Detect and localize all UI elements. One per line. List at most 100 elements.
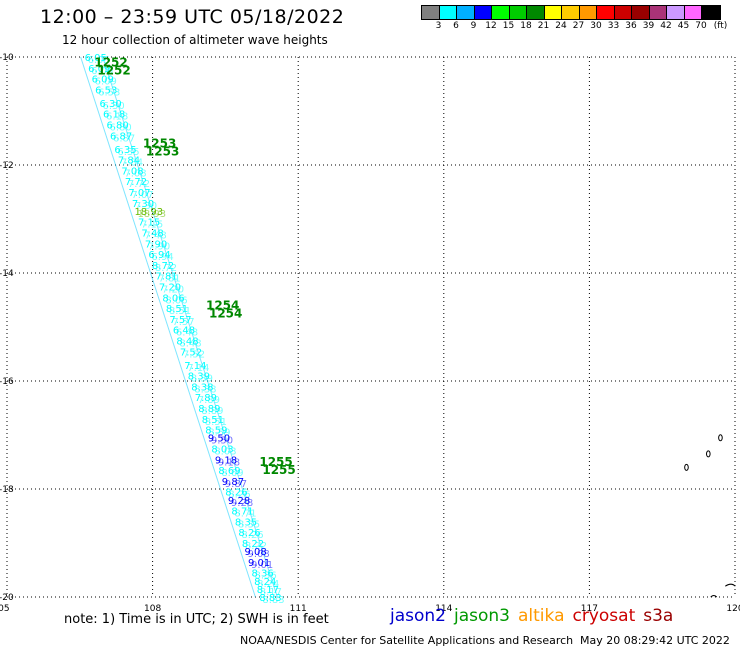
wave-height-value: 8.26 — [238, 528, 260, 539]
generated-timestamp: May 20 08:29:42 UTC 2022 — [580, 634, 730, 647]
wave-height-value: 9.08 — [245, 547, 267, 558]
latitude-label: -14 — [0, 269, 14, 279]
legend-swatch — [649, 6, 667, 19]
legend-tick-label: 21 — [537, 21, 550, 31]
legend-tick-label: 33 — [607, 21, 620, 31]
wave-height-value: 6.87 — [110, 131, 132, 142]
pass-number-label-shadow: 1252 — [97, 63, 130, 77]
longitude-label: 111 — [290, 604, 307, 614]
map-subtitle: 12 hour collection of altimeter wave hei… — [62, 33, 328, 47]
wave-height-value: 6.80 — [106, 121, 128, 132]
wave-height-value: 9.87 — [222, 477, 244, 488]
wave-height-value-shadow: 6.87 — [113, 133, 135, 144]
wave-height-value-shadow: 8.51 — [205, 417, 227, 428]
footer-note: note: 1) Time is in UTC; 2) SWH is in fe… — [64, 612, 329, 627]
wave-height-value: 6.94 — [148, 250, 170, 261]
wave-height-value: 7.72 — [125, 177, 147, 188]
satellite-name-s3a: s3a — [643, 606, 674, 626]
longitude-label: 105 — [0, 604, 10, 614]
latitude-label: -12 — [0, 161, 14, 171]
wave-height-value-shadow: 8.72 — [155, 263, 177, 274]
wave-height-value: 8.26 — [225, 488, 247, 499]
credit-text: NOAA/NESDIS Center for Satellite Applica… — [240, 634, 574, 647]
legend-tick-label: 24 — [555, 21, 567, 31]
wave-height-value: 7.84 — [118, 156, 140, 167]
pass-number-label: 1253 — [143, 136, 176, 150]
pass-number-label-shadow: 1255 — [262, 463, 295, 477]
wave-height-value: 6.09 — [92, 75, 114, 86]
legend-swatch — [492, 6, 510, 19]
wave-height-value-shadow: 7.89 — [198, 395, 220, 406]
wave-height-value-shadow: 18.93 — [137, 209, 166, 220]
wave-height-value: 8.35 — [235, 517, 257, 528]
island-outline — [718, 434, 723, 442]
wave-height-value: 6.48 — [173, 326, 195, 337]
legend-swatch — [544, 6, 562, 19]
wave-height-value-shadow: 6.30 — [103, 101, 125, 112]
wave-height-value: 7.20 — [159, 283, 181, 294]
legend-tick-label: 45 — [677, 21, 690, 31]
satellite-name-cryosat: cryosat — [572, 606, 636, 626]
longitude-label: 120 — [726, 604, 740, 614]
wave-height-value: 6.18 — [103, 110, 125, 121]
wave-height-value: 7.89 — [195, 393, 217, 404]
wave-height-value-shadow: 7.08 — [124, 168, 146, 179]
legend-tick-label: 36 — [625, 21, 637, 31]
wave-height-value-shadow: 7.52 — [183, 349, 205, 360]
wave-height-value: 7.81 — [155, 272, 177, 283]
wave-height-value: 6.05 — [85, 53, 107, 64]
wave-height-value-shadow: 8.39 — [191, 374, 213, 385]
satellite-name-jason3: jason3 — [454, 606, 510, 626]
wave-height-value: 8.83 — [259, 593, 281, 604]
legend-tick-label: 39 — [642, 21, 655, 31]
legend-swatch — [702, 6, 720, 19]
wave-height-value: 7.07 — [128, 188, 150, 199]
wave-height-value: 8.48 — [176, 337, 198, 348]
latitude-label: -10 — [0, 53, 14, 63]
wave-height-value-shadow: 6.80 — [109, 123, 131, 134]
wave-height-value-shadow: 9.08 — [248, 549, 270, 560]
wave-height-value: 9.28 — [228, 496, 250, 507]
wave-height-value: 8.71 — [231, 507, 253, 518]
wave-height-value-shadow: 9.18 — [218, 457, 240, 468]
wave-height-value: 9.18 — [215, 455, 237, 466]
wave-height-value: 6.35 — [114, 145, 136, 156]
wave-height-value-shadow: 7.20 — [162, 285, 184, 296]
wave-height-value-shadow: 6.09 — [91, 66, 113, 77]
wave-height-value-shadow: 8.35 — [238, 519, 260, 530]
wave-height-value: 7.30 — [132, 199, 154, 210]
legend-swatch — [632, 6, 650, 19]
latitude-label: -20 — [0, 593, 14, 603]
wave-height-value: 7.57 — [169, 315, 191, 326]
track-edge — [80, 56, 256, 598]
satellite-name-altika: altika — [518, 606, 565, 626]
wave-height-value-shadow: 6.94 — [151, 252, 173, 263]
legend-tick-labels: 3 6 9 12 15 18 21 24 27 30 33 36 39 42 45 70 (ft) — [421, 20, 728, 34]
wave-height-value: 7.14 — [184, 361, 206, 372]
wave-height-value-shadow: 8.71 — [234, 509, 256, 520]
legend-tick-label: 30 — [590, 21, 602, 31]
legend-swatch — [597, 6, 615, 19]
wave-height-value-shadow: 8.69 — [221, 468, 243, 479]
wave-height-value: 8.24 — [254, 577, 276, 588]
wave-height-value: 8.69 — [218, 466, 240, 477]
pass-number-label: 1255 — [259, 455, 292, 469]
wave-height-value: 8.51 — [166, 304, 188, 315]
wave-height-value: 7.15 — [138, 218, 160, 229]
wave-height-value-shadow: 8.51 — [169, 306, 191, 317]
wave-height-value: 7.08 — [121, 166, 143, 177]
wave-height-value-shadow: 7.90 — [148, 241, 170, 252]
legend-swatch — [579, 6, 597, 19]
legend-tick-label: 15 — [502, 21, 515, 31]
wave-height-value-shadow: 8.59 — [208, 428, 230, 439]
wave-height-value-shadow: 6.18 — [106, 112, 128, 123]
longitude-label: 114 — [435, 604, 452, 614]
longitude-label: 108 — [144, 604, 161, 614]
legend-tick-label: 9 — [470, 21, 477, 31]
wave-height-value: 8.06 — [162, 293, 184, 304]
wave-height-value: 8.22 — [242, 539, 264, 550]
legend-unit-label: (ft) — [713, 21, 728, 31]
map-grid — [6, 56, 736, 598]
map-title: 12:00 – 23:59 UTC 05/18/2022 — [40, 6, 345, 28]
